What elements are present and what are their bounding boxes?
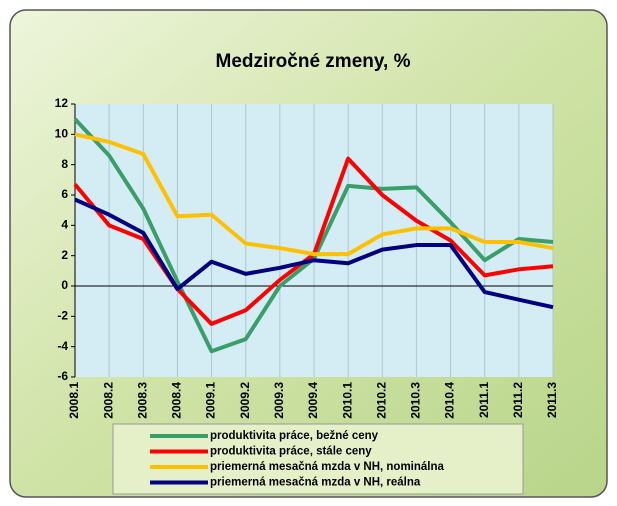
- y-tick-label: 10: [55, 127, 69, 141]
- y-tick-label: 0: [61, 278, 68, 292]
- x-tick-label: 2010.1: [340, 382, 354, 419]
- legend-label: produktivita práce, stále ceny: [210, 446, 372, 458]
- x-tick-label: 2008.2: [101, 382, 115, 419]
- x-tick-label: 2011.2: [511, 382, 525, 418]
- x-tick-label: 2009.2: [238, 382, 252, 419]
- y-tick-label: 4: [61, 218, 68, 232]
- x-tick-label: 2011.1: [477, 382, 491, 418]
- x-tick-label: 2011.3: [545, 382, 559, 418]
- legend-label: produktivita práce, bežné ceny: [210, 430, 379, 442]
- x-tick-label: 2010.3: [409, 382, 423, 419]
- y-tick-label: 6: [61, 187, 68, 201]
- legend-label: priemerná mesačná mzda v NH, reálna: [210, 477, 421, 489]
- series-line: [74, 132, 554, 257]
- x-tick-label: 2008.1: [67, 382, 81, 419]
- chart-title: Medziročné zmeny, %: [216, 51, 411, 72]
- x-tick-label: 2008.3: [135, 382, 149, 419]
- y-tick-label: 12: [55, 96, 69, 110]
- x-tick-label: 2009.3: [272, 382, 286, 419]
- legend-label: priemerná mesačná mzda v NH, nominálna: [210, 461, 445, 473]
- x-tick-label: 2010.2: [374, 382, 388, 419]
- x-tick-label: 2008.4: [170, 382, 184, 419]
- x-tick-label: 2009.4: [306, 382, 320, 419]
- y-tick-label: 2: [61, 248, 68, 262]
- x-tick-label: 2009.1: [204, 382, 218, 419]
- y-tick-label: -4: [57, 339, 68, 353]
- series-line: [74, 197, 554, 310]
- x-tick-label: 2010.4: [443, 382, 457, 419]
- y-tick-label: -6: [57, 369, 68, 383]
- y-tick-label: -2: [57, 309, 68, 323]
- y-tick-label: 8: [61, 157, 68, 171]
